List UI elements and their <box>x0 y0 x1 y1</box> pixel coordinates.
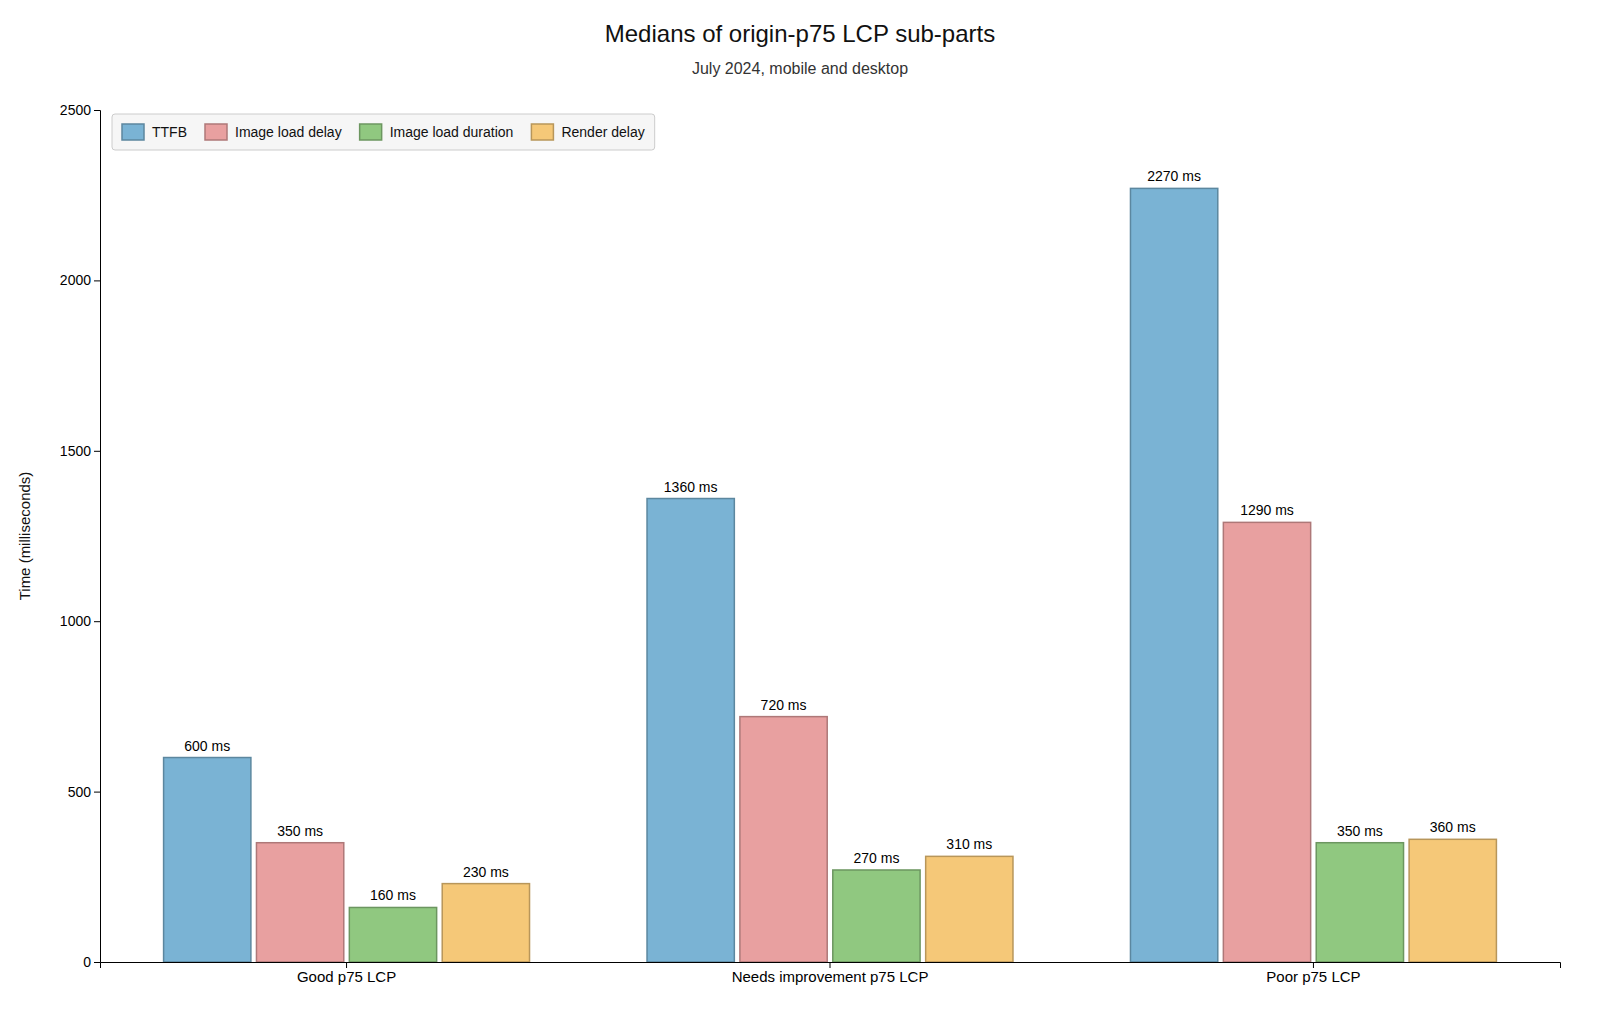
y-axis-title: Time (milliseconds) <box>16 472 33 601</box>
data-label: 350 ms <box>1337 823 1383 839</box>
bar <box>164 758 251 962</box>
legend-swatch <box>122 124 144 140</box>
bar <box>349 907 436 962</box>
x-axis: Good p75 LCP Needs improvement p75 LCP Poo… <box>101 962 1561 985</box>
data-labels: 600 ms 1360 ms 2270 ms 350 ms 720 ms 1290 ms 1… <box>184 168 1475 903</box>
title: Medians of origin-p75 LCP sub-parts <box>605 20 995 47</box>
chart: Medians of origin-p75 LCP sub-parts July … <box>0 0 1600 1032</box>
data-label: 350 ms <box>277 823 323 839</box>
tick-label: 1000 <box>60 613 91 629</box>
data-label: 310 ms <box>946 836 992 852</box>
tick-mark <box>94 621 100 622</box>
tick-label: 1500 <box>60 443 91 459</box>
data-label: 2270 ms <box>1147 168 1201 184</box>
bar <box>833 870 920 962</box>
legend-swatch <box>531 124 553 140</box>
data-label: 1290 ms <box>1240 502 1294 518</box>
data-label: 230 ms <box>463 864 509 880</box>
bar <box>1316 843 1403 962</box>
tick: 2500 <box>60 102 100 118</box>
bar-series <box>349 843 1403 962</box>
tick-label: 2000 <box>60 272 91 288</box>
tick-mark <box>94 962 100 963</box>
tick-mark <box>94 280 100 281</box>
legend-item: Image load duration <box>360 124 514 140</box>
data-label: 360 ms <box>1430 819 1476 835</box>
legend-item: Image load delay <box>205 124 342 140</box>
legend-label: Image load delay <box>235 124 342 140</box>
tick: 500 <box>68 784 100 800</box>
tick: 1000 <box>60 613 100 629</box>
legend-frame <box>112 114 655 150</box>
legend-label: Image load duration <box>390 124 514 140</box>
bar-series <box>256 522 1310 962</box>
bar <box>926 856 1013 962</box>
plot: 600 ms 1360 ms 2270 ms 350 ms 720 ms 1290 ms 1… <box>16 102 1561 985</box>
bar <box>647 499 734 962</box>
tick-label: Good p75 LCP <box>297 968 396 985</box>
tick-mark <box>94 451 100 452</box>
data-label: 1360 ms <box>664 479 718 495</box>
bar <box>740 717 827 962</box>
bar <box>256 843 343 962</box>
data-label: 270 ms <box>853 850 899 866</box>
tick: 1500 <box>60 443 100 459</box>
subtitle: July 2024, mobile and desktop <box>692 60 908 77</box>
bar <box>1223 522 1310 962</box>
bar-series <box>442 839 1496 962</box>
tick-label: 0 <box>83 954 91 970</box>
tick-label: Needs improvement p75 LCP <box>732 968 929 985</box>
tick-mark <box>94 792 100 793</box>
data-label: 160 ms <box>370 887 416 903</box>
data-label: 600 ms <box>184 738 230 754</box>
legend-label: TTFB <box>152 124 187 140</box>
bar <box>442 884 529 962</box>
legend-swatch <box>360 124 382 140</box>
legend-item: Render delay <box>531 124 644 140</box>
legend-item: TTFB <box>122 124 187 140</box>
bar <box>1409 839 1496 962</box>
axis-line <box>94 111 101 963</box>
tick-label: 2500 <box>60 102 91 118</box>
tick: 2000 <box>60 272 100 288</box>
data-label: 720 ms <box>761 697 807 713</box>
legend-label: Render delay <box>561 124 644 140</box>
y-axis: 0 500 1000 1500 2000 2500 <box>60 102 101 970</box>
bar-series <box>164 188 1218 962</box>
tick: Needs improvement p75 LCP <box>732 962 929 985</box>
legend-swatch <box>205 124 227 140</box>
legend: TTFB Image load delay Image load duration R… <box>112 114 655 150</box>
tick-label: 500 <box>68 784 92 800</box>
tick: 0 <box>83 954 100 970</box>
bars <box>164 188 1497 962</box>
tick-mark <box>94 110 100 111</box>
tick: Poor p75 LCP <box>1266 962 1360 985</box>
tick: Good p75 LCP <box>297 962 396 985</box>
tick-label: Poor p75 LCP <box>1266 968 1360 985</box>
bar <box>1130 188 1217 962</box>
